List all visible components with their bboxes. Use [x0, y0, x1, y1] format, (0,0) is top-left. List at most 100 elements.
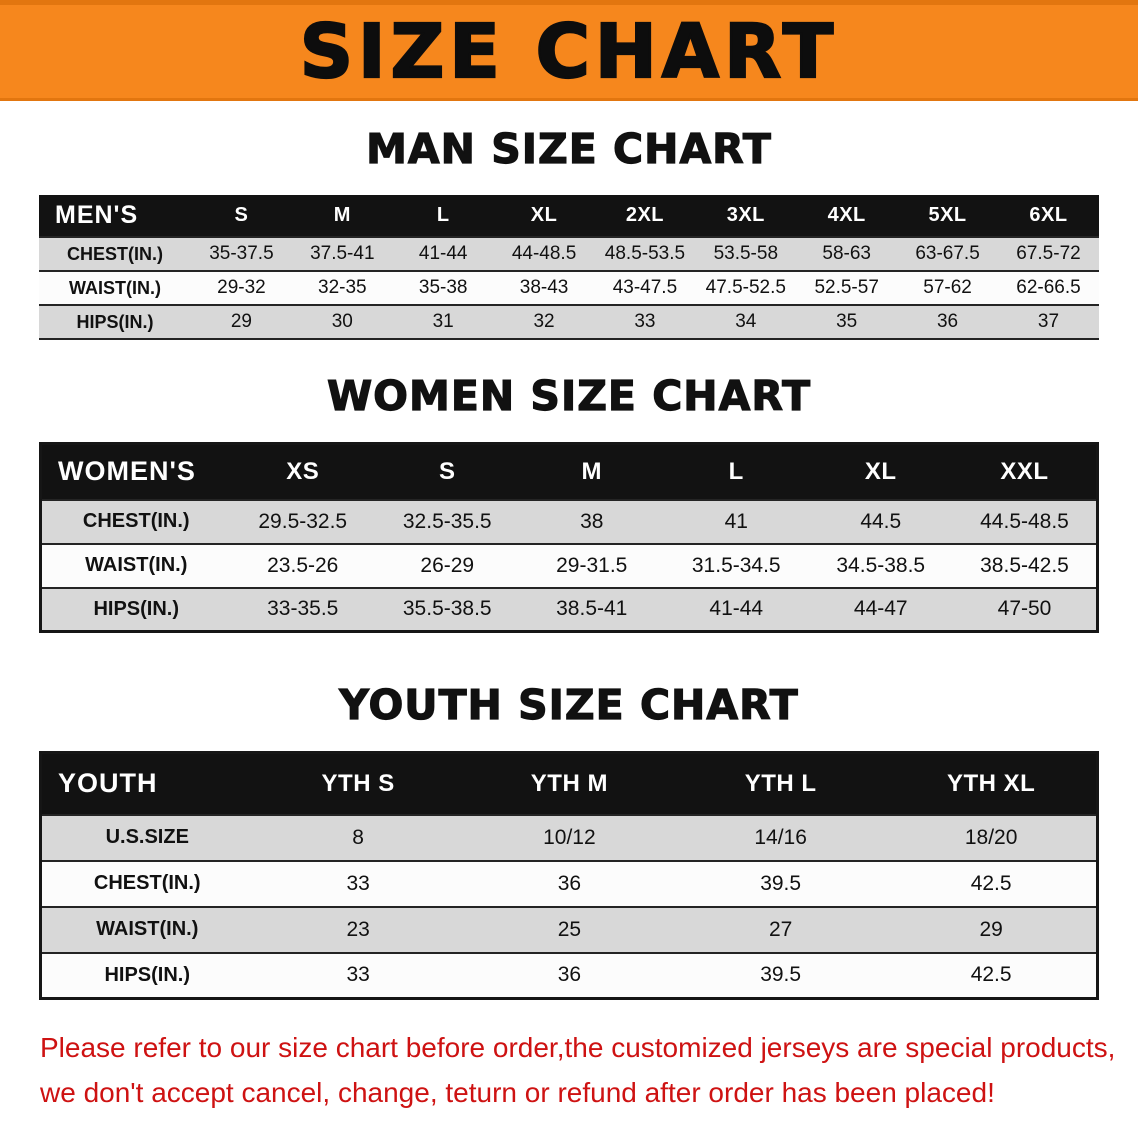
table-header-row: WOMEN'S XS S M L XL XXL: [40, 443, 1098, 500]
row-label-cell: CHEST(IN.): [82, 510, 190, 532]
table-header-row: YOUTH YTH S YTH M YTH L YTH XL: [40, 752, 1098, 815]
size-value-cell: 38.5-42.5: [980, 553, 1069, 577]
row-label-cell: WAIST(IN.): [69, 277, 161, 298]
size-column-header: L: [728, 457, 744, 485]
disclaimer-line-1: Please refer to our size chart before or…: [40, 1032, 1116, 1063]
size-value-cell: 35.5-38.5: [402, 597, 492, 621]
row-label-cell: U.S.SIZE: [105, 826, 189, 848]
size-value-cell: 34.5-38.5: [836, 553, 926, 577]
size-column-header: YTH S: [321, 769, 395, 797]
size-value-cell: 58-63: [822, 243, 871, 264]
size-value-cell: 62-66.5: [1016, 277, 1081, 298]
size-column-header: 2XL: [625, 204, 665, 226]
man-size-chart-heading: MAN SIZE CHART: [366, 125, 772, 173]
row-label-cell: WAIST(IN.): [96, 918, 199, 940]
size-column-header: YTH M: [530, 769, 608, 797]
size-column-header: S: [438, 457, 456, 485]
size-column-header: XXL: [1000, 457, 1049, 485]
size-value-cell: 47-50: [997, 597, 1052, 621]
size-value-cell: 41-44: [709, 597, 764, 621]
table-corner-label: WOMEN'S: [58, 456, 196, 487]
disclaimer-line-2: we don't accept cancel, change, teturn o…: [40, 1076, 995, 1108]
size-value-cell: 39.5: [760, 871, 802, 895]
size-column-header: S: [234, 204, 249, 226]
size-column-header: 6XL: [1029, 204, 1068, 226]
size-value-cell: 38-43: [519, 277, 569, 298]
measurement-row: WAIST(IN.) 23 25 27 29: [40, 906, 1098, 953]
measurement-row: U.S.SIZE 8 10/12 14/16 18/20: [40, 814, 1098, 861]
size-value-cell: 26-29: [420, 553, 475, 577]
size-value-cell: 30: [331, 311, 353, 332]
size-value-cell: 67.5-72: [1016, 243, 1081, 264]
size-value-cell: 32: [533, 311, 555, 332]
size-value-cell: 42.5: [970, 963, 1012, 987]
size-value-cell: 47.5-52.5: [705, 277, 786, 298]
size-value-cell: 27: [768, 917, 793, 941]
row-label-cell: WAIST(IN.): [85, 554, 188, 576]
size-value-cell: 32.5-35.5: [402, 509, 492, 533]
row-label-cell: HIPS(IN.): [93, 597, 180, 620]
measurement-row: HIPS(IN.) 29 30 31 32 33 34 35 36 37: [39, 305, 1099, 339]
size-column-header: M: [581, 457, 602, 485]
size-column-header: 3XL: [726, 204, 765, 226]
size-value-cell: 36: [557, 871, 582, 895]
measurement-row: WAIST(IN.) 29-32 32-35 35-38 38-43 43-47.5 47.…: [39, 271, 1099, 305]
size-value-cell: 33: [346, 871, 370, 895]
row-label-cell: CHEST(IN.): [93, 872, 201, 894]
section-youth-size: YOUTH SIZE CHART YOUTH YTH S YTH M YTH L YTH…: [0, 681, 1138, 1000]
size-value-cell: 44.5-48.5: [980, 509, 1069, 533]
measurement-row: HIPS(IN.) 33-35.5 35.5-38.5 38.5-41 41-44 44-…: [40, 587, 1098, 632]
table-header-row: MEN'S S M L XL 2XL 3XL 4XL 5XL 6XL: [39, 195, 1099, 237]
measurement-row: CHEST(IN.) 33 36 39.5 42.5: [40, 860, 1098, 907]
size-value-cell: 36: [557, 963, 582, 987]
size-value-cell: 29.5-32.5: [258, 509, 348, 533]
size-value-cell: 36: [936, 311, 959, 332]
size-column-header: 5XL: [928, 204, 967, 226]
size-value-cell: 44.5: [860, 509, 902, 533]
size-value-cell: 35: [836, 311, 858, 332]
row-label-cell: CHEST(IN.): [67, 243, 163, 264]
size-value-cell: 37: [1037, 311, 1060, 332]
size-value-cell: 23.5-26: [267, 553, 339, 577]
size-value-cell: 37.5-41: [310, 243, 375, 264]
size-value-cell: 29: [979, 917, 1003, 941]
size-value-cell: 57-62: [923, 277, 972, 298]
disclaimer: Please refer to our size chart before or…: [40, 1026, 1138, 1116]
women-size-table: WOMEN'S XS S M L XL XXL CHEST(IN.) 29.5-32.5 32.5…: [39, 442, 1099, 633]
size-value-cell: 31.5-34.5: [691, 553, 781, 577]
size-value-cell: 18/20: [964, 825, 1018, 849]
measurement-row: HIPS(IN.) 33 36 39.5 42.5: [40, 952, 1098, 999]
size-value-cell: 32-35: [318, 277, 367, 298]
size-value-cell: 44-47: [853, 597, 908, 621]
size-value-cell: 48.5-53.5: [604, 243, 686, 264]
size-column-header: XS: [286, 457, 320, 485]
row-label-cell: HIPS(IN.): [104, 963, 191, 986]
youth-size-table: YOUTH YTH S YTH M YTH L YTH XL U.S.SIZE 8 10/12…: [39, 751, 1099, 1000]
size-value-cell: 29: [230, 311, 252, 332]
size-value-cell: 10/12: [543, 825, 596, 849]
size-column-header: XL: [864, 457, 897, 485]
section-man-size: MAN SIZE CHART MEN'S S M L XL 2XL 3XL 4XL 5XL 6XL…: [0, 125, 1138, 340]
women-size-chart-heading: WOMEN SIZE CHART: [326, 372, 812, 420]
size-value-cell: 41: [724, 509, 748, 533]
size-value-cell: 42.5: [970, 871, 1012, 895]
size-value-cell: 33-35.5: [267, 597, 339, 621]
size-column-header: XL: [530, 204, 558, 226]
measurement-row: WAIST(IN.) 23.5-26 26-29 29-31.5 31.5-34.5 34…: [40, 543, 1098, 588]
size-column-header: M: [333, 204, 351, 226]
size-value-cell: 33: [346, 963, 370, 987]
size-value-cell: 25: [557, 917, 582, 941]
size-value-cell: 41-44: [418, 243, 468, 264]
measurement-row: CHEST(IN.) 35-37.5 37.5-41 41-44 44-48.5 48.5…: [39, 237, 1099, 271]
size-value-cell: 38.5-41: [556, 597, 628, 621]
size-value-cell: 29-32: [217, 277, 266, 298]
size-value-cell: 44-48.5: [511, 243, 577, 264]
men-size-table: MEN'S S M L XL 2XL 3XL 4XL 5XL 6XL CHEST(IN.) 35-37…: [39, 195, 1099, 340]
size-value-cell: 8: [352, 825, 364, 849]
size-column-header: YTH XL: [946, 769, 1036, 797]
youth-size-chart-heading: YOUTH SIZE CHART: [339, 681, 799, 729]
table-corner-label: MEN'S: [55, 201, 139, 229]
size-value-cell: 52.5-57: [814, 277, 879, 298]
size-value-cell: 31: [432, 311, 454, 332]
